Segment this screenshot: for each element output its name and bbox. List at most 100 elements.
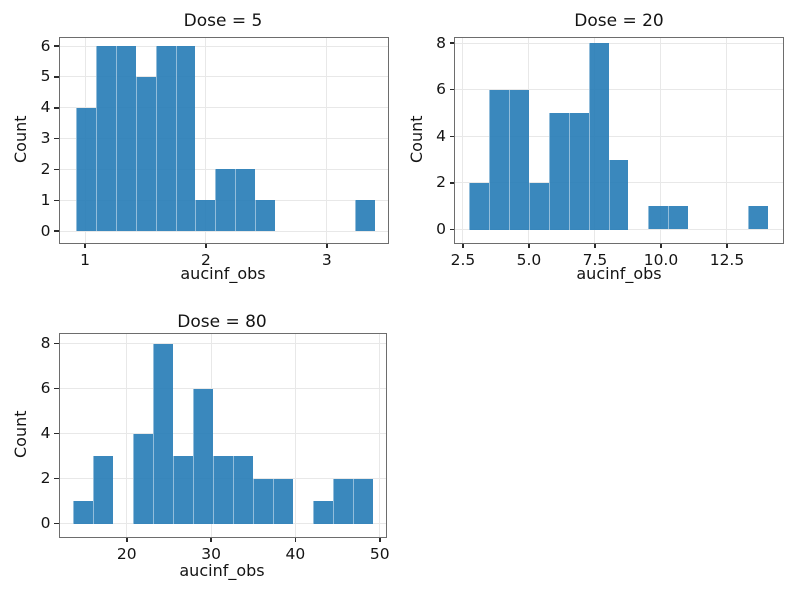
tick-mark-y xyxy=(449,228,454,231)
tick-mark-y xyxy=(54,107,59,109)
gridline-x xyxy=(205,37,207,243)
y-tick-label: 4 xyxy=(40,98,51,117)
y-tick-label: 6 xyxy=(40,36,51,55)
tick-mark-x xyxy=(326,243,328,248)
histogram-bar xyxy=(115,46,136,232)
gridline-x xyxy=(326,37,328,243)
tick-mark-x xyxy=(294,537,297,542)
y-tick-label: 6 xyxy=(40,379,51,398)
y-tick-label: 0 xyxy=(436,220,446,238)
histogram-bar xyxy=(588,43,609,230)
histogram-bar xyxy=(175,46,196,232)
subplot-title-dose-80: Dose = 80 xyxy=(177,312,267,332)
gridline-x xyxy=(294,333,296,537)
y-tick-label: 8 xyxy=(436,33,446,52)
gridline-y xyxy=(59,388,386,390)
histogram-bar xyxy=(235,169,256,232)
tick-mark-y xyxy=(54,137,59,140)
tick-mark-y xyxy=(54,230,59,232)
histogram-bar xyxy=(213,456,234,524)
tick-mark-y xyxy=(449,182,454,184)
tick-mark-y xyxy=(54,387,59,390)
x-tick-label: 12.5 xyxy=(709,250,745,269)
x-axis-label-aucinf-obs-3: aucinf_obs xyxy=(179,561,265,580)
tick-mark-x xyxy=(528,243,530,248)
histogram-bar xyxy=(353,478,374,524)
histogram-bar xyxy=(195,200,216,232)
histogram-bar xyxy=(469,182,489,230)
histogram-bar xyxy=(548,112,569,230)
x-tick-label: 2 xyxy=(201,250,211,269)
tick-mark-x xyxy=(379,537,381,542)
gridline-x xyxy=(726,37,728,243)
tick-mark-y xyxy=(54,168,59,171)
histogram-bar xyxy=(273,478,294,524)
subplot-title-dose-20: Dose = 20 xyxy=(574,11,664,31)
histogram-bar xyxy=(95,46,116,232)
histogram-bar xyxy=(508,89,529,230)
histogram-bar xyxy=(488,89,509,230)
x-tick-label: 7.5 xyxy=(582,250,608,269)
tick-mark-y xyxy=(54,432,59,435)
histogram-bar xyxy=(253,478,274,524)
gridline-y xyxy=(455,229,783,230)
gridline-y xyxy=(59,230,388,232)
y-tick-label: 2 xyxy=(40,159,51,178)
x-axis-label-aucinf-obs-2: aucinf_obs xyxy=(576,264,662,283)
y-tick-label: 5 xyxy=(40,67,51,86)
tick-mark-x xyxy=(462,243,464,248)
x-tick-label: 30 xyxy=(201,544,221,563)
gridline-y xyxy=(59,523,386,525)
histogram-bar xyxy=(313,501,334,524)
tick-mark-y xyxy=(54,522,59,525)
gridline-y xyxy=(455,89,783,91)
gridline-y xyxy=(59,433,386,435)
gridline-x xyxy=(660,37,662,243)
histogram-bar xyxy=(528,182,549,230)
x-axis-label-aucinf-obs-1: aucinf_obs xyxy=(180,264,266,283)
tick-mark-y xyxy=(449,42,454,44)
histogram-bar xyxy=(215,169,236,232)
histogram-bar xyxy=(748,206,769,230)
histogram-bar xyxy=(568,112,589,230)
gridline-x xyxy=(528,37,530,243)
histogram-bar xyxy=(233,456,254,524)
y-tick-label: 4 xyxy=(436,126,446,145)
y-tick-label: 3 xyxy=(40,129,51,148)
tick-mark-x xyxy=(126,537,128,542)
tick-mark-x xyxy=(84,243,86,248)
histogram-bar xyxy=(73,501,94,524)
x-tick-label: 10.0 xyxy=(643,250,679,269)
gridline-y xyxy=(59,76,388,78)
tick-mark-x xyxy=(205,243,207,248)
subplot-title-dose-5: Dose = 5 xyxy=(183,11,263,31)
tick-mark-y xyxy=(54,45,59,47)
gridline-y xyxy=(455,42,783,44)
x-tick-label: 40 xyxy=(285,544,306,563)
tick-mark-y xyxy=(449,135,454,138)
gridline-y xyxy=(59,343,386,345)
x-tick-label: 3 xyxy=(321,250,332,269)
y-tick-label: 4 xyxy=(40,424,51,443)
y-tick-label: 2 xyxy=(40,469,51,488)
x-tick-label: 20 xyxy=(116,544,137,563)
histogram-bar xyxy=(193,388,214,524)
histogram-bar xyxy=(648,206,669,230)
histogram-bar xyxy=(133,433,154,524)
gridline-y xyxy=(59,138,388,140)
histogram-bar xyxy=(93,456,114,524)
tick-mark-y xyxy=(54,76,59,78)
tick-mark-x xyxy=(594,243,596,248)
y-tick-label: 6 xyxy=(436,80,446,99)
histogram-bar xyxy=(153,343,174,524)
gridline-x xyxy=(462,37,464,243)
histogram-bar xyxy=(173,456,194,524)
y-tick-label: 0 xyxy=(40,221,51,240)
histogram-bar xyxy=(155,46,176,232)
tick-mark-y xyxy=(54,477,59,480)
y-tick-label: 0 xyxy=(40,514,51,533)
tick-mark-y xyxy=(54,342,59,345)
histogram-bar xyxy=(333,478,354,524)
gridline-x xyxy=(126,333,128,537)
